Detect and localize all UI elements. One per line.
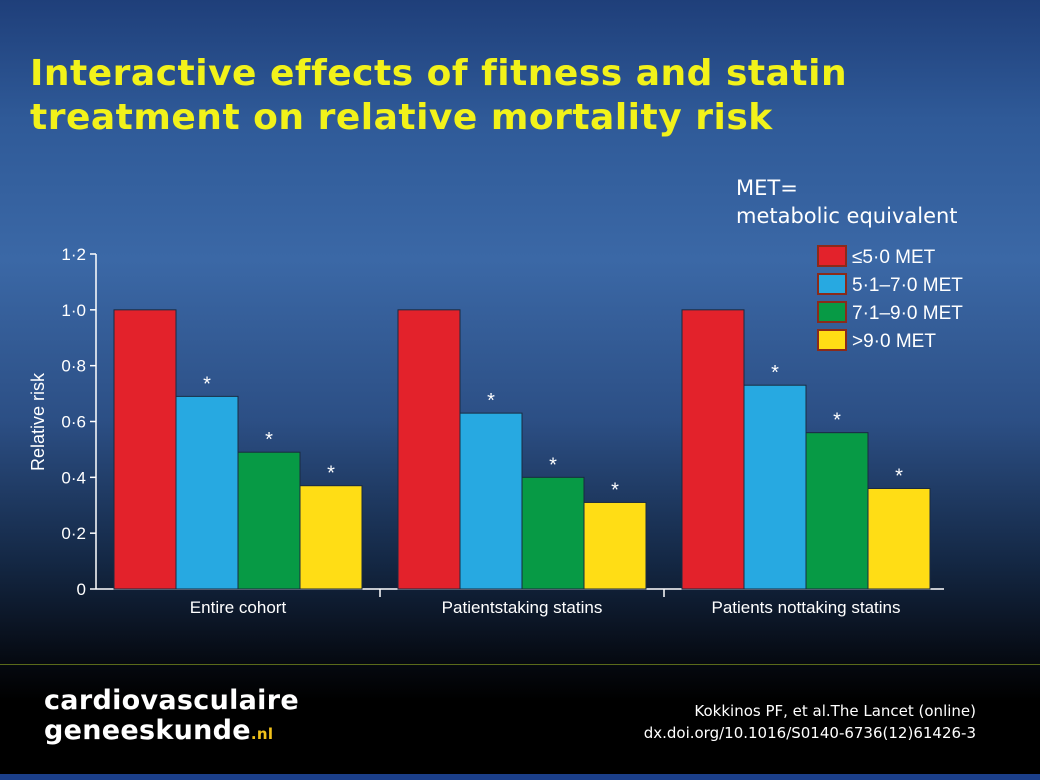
bottom-accent-bar — [0, 774, 1040, 780]
bar — [521, 476, 585, 590]
x-category-label: Entire cohort — [190, 598, 287, 617]
logo-word: geneeskunde — [44, 715, 251, 746]
significance-marker: * — [327, 463, 335, 485]
slide-title-line2: treatment on relative mortality risk — [30, 97, 773, 138]
slide-title: Interactive effects of fitness and stati… — [30, 52, 1010, 140]
y-axis-label: Relative risk — [28, 372, 48, 471]
significance-marker: * — [611, 479, 619, 501]
y-tick-label: 0·6 — [61, 413, 86, 432]
bar — [743, 384, 807, 590]
bar — [583, 501, 647, 590]
bar — [867, 488, 931, 590]
significance-marker: * — [265, 429, 273, 451]
citation-line2: dx.doi.org/10.1016/S0140-6736(12)61426-3 — [643, 724, 976, 742]
y-tick-label: 0 — [77, 580, 86, 599]
bar — [299, 485, 363, 590]
y-tick-label: 0·2 — [61, 524, 86, 543]
significance-marker: * — [771, 362, 779, 384]
slide-title-line1: Interactive effects of fitness and stati… — [30, 53, 848, 94]
logo-tld: .nl — [250, 725, 274, 743]
met-definition-note: MET= metabolic equivalent — [736, 174, 958, 230]
relative-risk-bar-chart: 0 0·2 0·4 0·6 0·8 1·0 1·2 Relative risk * * * * * * * *… — [28, 245, 963, 617]
bar — [397, 309, 461, 590]
significance-marker: * — [549, 454, 557, 476]
y-tick-label: 1·0 — [61, 301, 86, 320]
bar — [175, 395, 239, 590]
met-note-line1: MET= — [736, 176, 798, 200]
citation-line1: Kokkinos PF, et al.The Lancet (online) — [694, 702, 976, 720]
significance-marker: * — [487, 390, 495, 412]
bar — [237, 451, 301, 590]
bar — [681, 309, 745, 590]
citation: Kokkinos PF, et al.The Lancet (online) d… — [644, 700, 976, 744]
legend-swatch — [817, 301, 847, 323]
x-category-label: Patients nottaking statins — [711, 598, 900, 617]
legend-label: ≤5·0 MET — [852, 247, 936, 268]
x-category-label: Patientstaking statins — [442, 598, 603, 617]
logo-line1: cardiovasculaire — [44, 685, 299, 716]
significance-marker: * — [895, 466, 903, 488]
legend-swatch — [817, 329, 847, 351]
logo-line2: geneeskunde.nl — [44, 716, 299, 749]
legend-label: >9·0 MET — [852, 331, 936, 352]
legend-swatch — [817, 273, 847, 295]
met-note-line2: metabolic equivalent — [736, 204, 958, 228]
legend-label: 5·1–7·0 MET — [852, 275, 963, 296]
legend-label: 7·1–9·0 MET — [852, 303, 963, 324]
y-tick-label: 0·8 — [61, 357, 86, 376]
bar — [805, 432, 869, 590]
bar — [113, 309, 177, 590]
y-tick-label: 0·4 — [61, 468, 86, 487]
legend-swatch — [817, 245, 847, 267]
footer-divider — [0, 664, 1040, 665]
significance-marker: * — [833, 410, 841, 432]
y-tick-label: 1·2 — [61, 245, 86, 264]
bar — [459, 412, 523, 590]
cardiovasculaire-geneeskunde-logo: cardiovasculaire geneeskunde.nl — [44, 686, 299, 749]
significance-marker: * — [203, 373, 211, 395]
